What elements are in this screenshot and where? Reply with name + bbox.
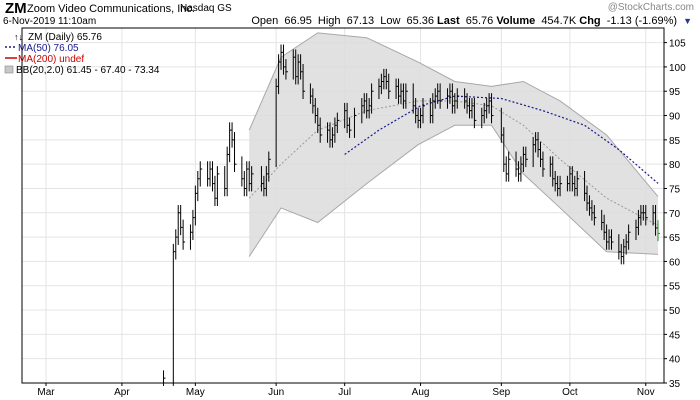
open-label: Open <box>251 15 279 27</box>
exchange-name: Nasdaq GS <box>180 3 232 14</box>
x-tick-label: Oct <box>562 387 578 398</box>
last-value: 65.76 <box>465 15 494 27</box>
y-tick-label: 40 <box>669 355 681 366</box>
x-tick-label: Mar <box>37 387 55 398</box>
y-tick-label: 80 <box>669 160 681 171</box>
high-value: 67.13 <box>346 15 375 27</box>
chg-label: Chg <box>579 15 601 27</box>
y-tick-label: 65 <box>669 233 681 244</box>
y-tick-label: 50 <box>669 306 681 317</box>
low-label: Low <box>380 15 401 27</box>
volume-label: Volume <box>496 15 536 27</box>
x-tick-label: Sep <box>492 387 510 398</box>
y-tick-label: 95 <box>669 87 681 98</box>
x-tick-label: May <box>186 387 205 398</box>
company-name: Zoom Video Communications, Inc. <box>27 3 195 15</box>
y-tick-label: 55 <box>669 282 681 293</box>
ma50-line <box>344 95 659 184</box>
y-tick-label: 75 <box>669 184 681 195</box>
quote-datetime: 6-Nov-2019 11:10am <box>3 16 97 27</box>
legend-price: ZM (Daily) 65.76 <box>28 32 102 43</box>
legend-bb-swatch <box>4 65 14 74</box>
x-tick-label: Jul <box>338 387 351 398</box>
x-tick-label: Aug <box>412 387 430 398</box>
axes: 35 40 45 50 55 60 65 70 75 80 85 90 95 100 105 Mar Apr Ma… <box>21 27 686 398</box>
last-label: Last <box>437 15 460 27</box>
price-bars <box>163 44 660 386</box>
y-tick-label: 105 <box>669 39 686 50</box>
bb-fill <box>249 32 658 257</box>
high-label: High <box>317 15 341 27</box>
quote-bar: Open 66.95 High 67.13 Low 65.36 Last 65.… <box>248 15 692 27</box>
bollinger-band <box>248 32 659 257</box>
bb-lower-line <box>248 124 659 257</box>
y-tick-label: 90 <box>669 112 681 123</box>
legend-bb: BB(20,2.0) 61.45 - 67.40 - 73.34 <box>16 65 160 76</box>
ticker-symbol: ZM <box>5 0 27 17</box>
chg-value: -1.13 (-1.69%) <box>606 15 678 27</box>
y-tick-label: 70 <box>669 209 681 220</box>
watermark: @StockCharts.com <box>607 2 694 13</box>
plot-frame <box>21 27 665 384</box>
x-tick-label: Jun <box>268 387 284 398</box>
legend-ma200: MA(200) undef <box>18 54 84 65</box>
chart-legend: ↑↓ ZM (Daily) 65.76 MA(50) 76.05 MA(200)… <box>4 32 160 76</box>
y-tick-label: 35 <box>669 379 681 390</box>
x-tick-label: Nov <box>637 387 655 398</box>
y-tick-label: 100 <box>669 63 686 74</box>
volume-value: 454.7K <box>541 15 577 27</box>
moving-averages <box>344 95 659 184</box>
chevron-down-icon[interactable]: ▼ <box>683 16 692 26</box>
low-value: 65.36 <box>406 15 434 27</box>
y-tick-label: 45 <box>669 330 681 341</box>
y-tick-label: 60 <box>669 257 681 268</box>
x-tick-label: Apr <box>114 387 130 398</box>
open-value: 66.95 <box>284 15 312 27</box>
legend-price-icon: ↑↓ <box>14 32 23 42</box>
y-tick-label: 85 <box>669 136 681 147</box>
bb-upper-line <box>248 32 659 197</box>
legend-ma50: MA(50) 76.05 <box>18 43 79 54</box>
